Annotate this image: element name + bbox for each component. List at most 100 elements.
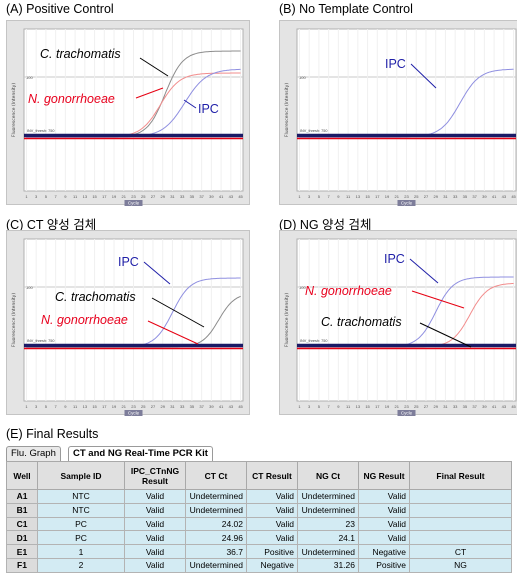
x-axis-label-badge [124,200,143,206]
x-axis-label-badge [397,200,416,206]
table-cell: F1 [6,557,38,573]
table-row[interactable]: F1 2 Valid Undetermined Negative 31.26 Positiv… [6,557,512,573]
x-tick-label: 39 [482,194,487,199]
x-tick-label: 25 [141,194,146,199]
tab-flu-graph[interactable]: Flu. Graph [6,446,61,461]
x-tick-label: 39 [482,404,487,409]
x-tick-label: 43 [229,194,234,199]
x-tick-label: 25 [414,194,419,199]
x-tick-label: 29 [160,194,165,199]
x-tick-label: 3 [308,194,311,199]
header-ng-result: NG Result [358,461,410,490]
x-tick-label: 9 [64,404,67,409]
tab-ct-ng-kit[interactable]: CT and NG Real-Time PCR Kit [68,446,213,462]
x-tick-label: 19 [112,194,117,199]
table-cell: Valid [124,502,186,518]
x-tick-label: 5 [45,194,48,199]
table-cell: Valid [124,557,186,573]
panel-a-ct-label: C. trachomatis [40,47,121,61]
x-tick-label: 27 [151,194,156,199]
x-tick-label: 19 [385,194,390,199]
panel-c-ct-label: C. trachomatis [55,290,136,304]
x-tick-label: 1 [298,404,301,409]
table-cell: C1 [6,516,38,532]
table-cell: PC [37,516,125,532]
table-cell: 36.7 [185,544,247,559]
x-tick-label: 39 [209,404,214,409]
table-cell: 24.96 [185,530,247,546]
table-row[interactable]: A1 NTC Valid Undetermined Valid Undetermined V… [6,489,512,504]
header-final-result: Final Result [409,461,512,490]
x-tick-label: 45 [511,194,516,199]
x-tick-label: 35 [463,194,468,199]
table-cell: NTC [37,502,125,518]
x-tick-label: 5 [45,404,48,409]
panel-c-ipc-label: IPC [118,255,139,269]
x-axis-label: Cycle [128,411,140,416]
x-tick-label: 31 [170,404,175,409]
x-tick-label: 3 [35,194,38,199]
x-tick-label: 41 [219,194,224,199]
x-tick-label: 17 [102,404,107,409]
x-tick-label: 23 [404,404,409,409]
table-cell: Valid [124,544,186,559]
x-tick-label: 21 [395,194,400,199]
y-axis-label: Fluorescence (Intensity) [284,83,290,137]
table-cell [409,530,512,546]
table-cell: Valid [124,489,186,504]
x-tick-label: 41 [219,404,224,409]
y-axis-label: Fluorescence (Intensity) [11,293,17,347]
x-tick-label: 3 [35,404,38,409]
table-row[interactable]: D1 PC Valid 24.96 Valid 24.1 Valid [6,530,512,546]
threshold-label: INV_thresh: 750 [27,339,54,343]
table-row[interactable]: C1 PC Valid 24.02 Valid 23 Valid [6,516,512,532]
threshold-label: INV_thresh: 750 [300,339,327,343]
table-cell [409,502,512,518]
x-tick-label: 45 [238,194,243,199]
x-tick-label: 5 [318,404,321,409]
panel-c-title: (C) CT 양성 검체 [6,218,97,232]
x-tick-label: 31 [443,404,448,409]
x-tick-label: 31 [443,194,448,199]
table-cell: 2 [37,557,125,573]
x-tick-label: 15 [365,404,370,409]
x-tick-label: 11 [73,194,78,199]
panel-c-ng-label: N. gonorrhoeae [41,313,128,327]
x-tick-label: 15 [92,404,97,409]
x-tick-label: 13 [83,194,88,199]
table-row[interactable]: B1 NTC Valid Undetermined Valid Undetermined V… [6,502,512,518]
x-tick-label: 15 [365,194,370,199]
x-tick-label: 21 [122,194,127,199]
x-tick-label: 29 [160,404,165,409]
table-cell: Valid [358,489,410,504]
final-results-table: Well Sample ID IPC_CTnNG Result CT Ct CT… [6,461,512,573]
y-tick-label: 100 [299,285,306,290]
table-cell: PC [37,530,125,546]
final-results-title: (E) Final Results [6,427,99,441]
table-cell: D1 [6,530,38,546]
x-tick-label: 13 [83,404,88,409]
x-tick-label: 23 [131,194,136,199]
table-cell: Positive [246,544,298,559]
table-cell: Valid [246,489,298,504]
table-cell: E1 [6,544,38,559]
x-tick-label: 13 [356,194,361,199]
x-tick-label: 23 [131,404,136,409]
table-cell: Undetermined [185,489,247,504]
x-tick-label: 17 [375,194,380,199]
table-cell: 24.1 [297,530,359,546]
x-tick-label: 15 [92,194,97,199]
table-row[interactable]: E1 1 Valid 36.7 Positive Undetermined Negative… [6,544,512,559]
x-tick-label: 7 [328,194,331,199]
y-axis-label: Fluorescence (Intensity) [11,83,17,137]
plot-panel-d: 100 Fluorescence (Intensity) 1 3 5 7 9 11 13 15 17… [279,230,517,416]
table-cell: CT [409,544,512,559]
x-tick-label: 41 [492,194,497,199]
table-cell: Valid [124,516,186,532]
plot-panel-c: 100 Fluorescence (Intensity) 1 3 5 7 9 11 13 15 17… [6,230,250,416]
x-tick-label: 27 [424,194,429,199]
x-tick-label: 43 [502,194,507,199]
